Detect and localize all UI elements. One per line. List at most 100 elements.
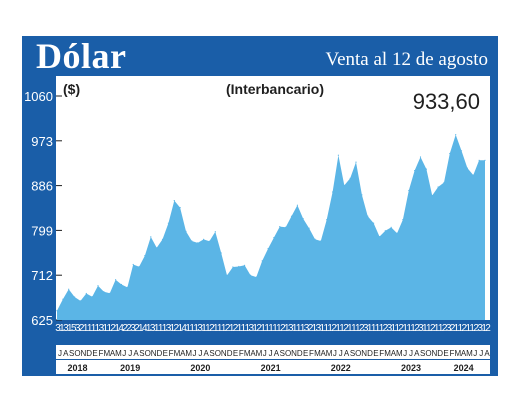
day-tick-label: 1 [264,323,270,334]
month-tick-label: O [74,349,80,358]
month-tick-label: S [139,349,144,358]
day-tick-label: 2 [256,323,262,334]
data-point [132,263,134,266]
day-tick-label: 3 [446,323,452,334]
month-tick-label: N [361,349,367,358]
month-tick-label: A [110,349,116,358]
data-point [466,167,468,169]
data-point [226,274,228,276]
day-tick-label: 1 [252,323,258,334]
day-tick-label: 1 [205,323,211,334]
year-label: 2022 [331,363,351,373]
month-tick-label: S [69,349,74,358]
month-tick-label: F [309,349,314,358]
month-tick-label: J [473,349,477,358]
day-tick-label: 1 [146,323,152,334]
day-tick-label: 3 [387,323,393,334]
month-tick-label: O [425,349,431,358]
month-tick-label: N [291,349,297,358]
data-point [167,222,169,224]
day-tick-label: 3 [63,323,69,334]
month-tick-label: A [133,349,139,358]
month-tick-label: A [204,349,210,358]
data-point [62,298,64,300]
day-tick-label: 1 [272,323,278,334]
day-tick-label: 1 [391,323,397,334]
month-tick-label: M [244,349,251,358]
month-tick-label: A [180,349,186,358]
month-tick-label: S [280,349,285,358]
data-point [115,279,117,281]
month-tick-label: S [209,349,214,358]
day-tick-label: 3 [363,323,369,334]
day-tick-label: 1 [237,323,243,334]
month-tick-label: M [326,349,333,358]
year-label: 2021 [261,363,281,373]
day-tick-label: 1 [469,323,475,334]
day-tick-label: 1 [91,323,97,334]
day-tick-label: 1 [355,323,361,334]
month-tick-label: D [367,349,373,358]
y-tick-label: 712 [31,268,53,283]
day-tick-label: 1 [154,323,160,334]
day-tick-label: 1 [434,323,440,334]
day-tick-label: 1 [284,323,290,334]
day-tick-label: 1 [193,323,199,334]
page-subtitle: Venta al 12 de agosto [325,49,488,70]
month-tick-label: F [379,349,384,358]
data-point [173,200,175,202]
day-tick-label: 1 [213,323,219,334]
data-point [214,231,216,233]
day-tick-label: 1 [379,323,385,334]
month-tick-label: E [163,349,168,358]
data-point [419,156,422,158]
day-tick-label: 1 [466,323,472,334]
day-tick-label: 1 [335,323,341,334]
data-point [56,310,58,312]
day-tick-label: 1 [245,323,251,334]
day-tick-label: 3 [418,323,424,334]
day-tick-label: 1 [292,323,298,334]
data-point [91,296,93,298]
day-tick-label: 3 [197,323,203,334]
month-tick-label: E [443,349,448,358]
month-tick-label: F [449,349,454,358]
day-tick-label: 1 [458,323,464,334]
day-tick-label: 2 [225,323,231,334]
header-bar: Dólar Venta al 12 de agosto [22,36,498,76]
month-tick-label: M [314,349,321,358]
month-tick-label: A [484,349,490,358]
day-tick-label: 1 [217,323,223,334]
data-point [261,260,263,262]
page-title: Dólar [36,36,127,76]
day-tick-label: 3 [150,323,156,334]
month-tick-label: A [344,349,350,358]
data-point [109,292,111,294]
data-point [478,159,480,161]
month-tick-label: M [384,349,391,358]
data-point [161,238,164,240]
data-point [396,232,398,234]
day-tick-label: 1 [170,323,176,334]
data-point [296,204,298,206]
day-tick-label: 3 [130,323,136,334]
day-tick-label: 1 [67,323,73,334]
data-point [238,265,240,268]
day-tick-label: 1 [268,323,274,334]
day-tick-label: 2 [343,323,349,334]
y-axis-label: ($) [63,81,80,97]
day-tick-label: 3 [166,323,172,334]
data-point [437,186,439,188]
month-tick-label: E [233,349,238,358]
data-point [349,177,351,179]
data-point [355,161,357,163]
day-tick-label: 2 [126,323,132,334]
day-tick-label: 2 [398,323,404,334]
month-tick-label: E [303,349,308,358]
y-tick-label: 625 [31,313,53,328]
data-point [449,152,451,155]
data-point [308,227,310,229]
data-point [74,296,76,298]
data-point [279,226,281,228]
data-point [414,170,416,172]
